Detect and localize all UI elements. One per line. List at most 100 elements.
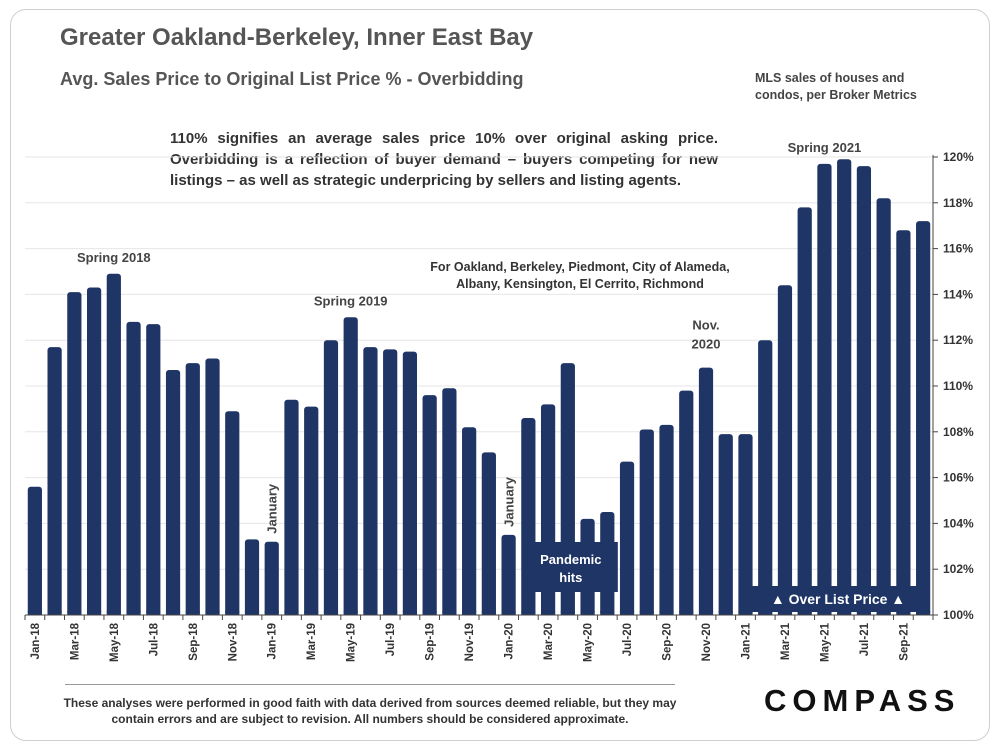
x-tick-label: Nov-18 — [227, 622, 239, 661]
bar-base — [817, 611, 832, 615]
bar-base — [698, 611, 714, 615]
bar-mar-21 — [777, 285, 793, 615]
bar-base — [185, 611, 200, 615]
footer-divider — [65, 684, 675, 685]
x-tick-label: Mar-18 — [69, 622, 81, 660]
x-tick-label: May-21 — [819, 622, 831, 662]
bar-base — [738, 611, 753, 615]
bar-base — [244, 611, 260, 615]
bar-base — [481, 611, 496, 615]
y-tick-label: 116% — [943, 242, 973, 256]
annotation-spring-2021: Spring 2021 — [788, 140, 862, 155]
bar-oct-21 — [916, 221, 931, 615]
bar-jul-20 — [619, 461, 635, 615]
bar-mar-19 — [304, 406, 319, 615]
bar-aug-18 — [165, 369, 181, 615]
bar-base — [501, 611, 516, 615]
x-tick-label: Jul-19 — [385, 623, 397, 656]
bar-base — [165, 611, 181, 615]
bar-base — [916, 611, 931, 615]
bar-base — [837, 611, 852, 615]
chart-title: Greater Oakland-Berkeley, Inner East Bay — [60, 24, 534, 51]
chart-subtitle: Avg. Sales Price to Original List Price … — [60, 69, 524, 89]
bar-jun-19 — [363, 347, 378, 615]
x-tick-label: Nov-19 — [464, 623, 476, 661]
x-tick-label: Jul-20 — [622, 623, 634, 656]
x-tick-label: Mar-20 — [543, 623, 555, 660]
bar-sep-20 — [659, 424, 674, 615]
bar-base — [462, 611, 477, 615]
bar-sep-18 — [185, 363, 200, 615]
y-tick-label: 112% — [943, 333, 973, 347]
pandemic-box — [523, 542, 618, 592]
bar-feb-19 — [284, 399, 299, 615]
bar-base — [600, 611, 615, 615]
bar-apr-19 — [323, 340, 339, 615]
x-tick-label: May-19 — [346, 623, 358, 662]
bar-jan-19 — [264, 541, 279, 615]
bar-base — [264, 611, 279, 615]
bar-base — [797, 611, 812, 615]
bar-jan-18 — [27, 486, 42, 615]
y-tick-label: 118% — [943, 196, 973, 210]
pandemic-label: Pandemic — [540, 552, 601, 567]
bar-base — [402, 611, 418, 615]
bar-base — [521, 611, 536, 615]
bar-jul-18 — [146, 324, 161, 615]
bar-base — [758, 611, 773, 615]
over-list-price-label: ▲ Over List Price ▲ — [771, 591, 905, 607]
bar-base — [225, 611, 240, 615]
bar-base — [718, 611, 733, 615]
x-tick-label: Sep-20 — [662, 623, 674, 661]
bar-base — [47, 611, 62, 615]
y-tick-label: 106% — [943, 471, 974, 485]
bar-aug-19 — [402, 351, 418, 615]
bar-apr-18 — [86, 287, 102, 615]
bar-base — [679, 611, 694, 615]
bar-dec-19 — [481, 452, 496, 615]
source-note: MLS sales of houses and condos, per Brok… — [755, 71, 917, 102]
x-tick-label: Mar-19 — [306, 623, 318, 660]
bar-may-18 — [106, 273, 121, 615]
x-tick-label: May-20 — [583, 623, 595, 662]
x-tick-label: May-18 — [109, 622, 121, 662]
bar-mar-18 — [67, 292, 82, 615]
bar-aug-21 — [876, 198, 891, 615]
bar-base — [304, 611, 319, 615]
annotation-spring-2019: Spring 2019 — [314, 293, 388, 308]
bar-base — [67, 611, 82, 615]
bar-base — [540, 611, 556, 615]
annotation-january-2019: January — [265, 483, 280, 534]
bar-oct-20 — [679, 390, 694, 615]
bar-jul-21 — [856, 166, 872, 615]
bar-base — [343, 611, 358, 615]
bar-apr-21 — [797, 207, 812, 615]
x-tick-label: Jul-18 — [148, 622, 160, 656]
bar-may-21 — [817, 163, 832, 615]
compass-logo: COMPASS — [764, 683, 961, 718]
bar-base — [639, 611, 654, 615]
bar-base — [205, 611, 220, 615]
bar-base — [27, 611, 42, 615]
bar-feb-21 — [758, 340, 773, 615]
bar-base — [106, 611, 121, 615]
bar-base — [442, 611, 457, 615]
annotation-january-2020: January — [502, 476, 517, 527]
y-tick-label: 104% — [943, 516, 974, 530]
x-tick-label: Sep-18 — [188, 622, 200, 660]
bar-base — [383, 611, 398, 615]
y-tick-label: 120% — [943, 150, 974, 164]
bar-base — [856, 611, 872, 615]
bar-jun-18 — [126, 321, 141, 615]
bar-sep-19 — [422, 395, 437, 615]
bar-base — [580, 611, 595, 615]
annotation-nov-2020: 2020 — [692, 337, 721, 352]
bar-base — [619, 611, 635, 615]
y-tick-label: 114% — [943, 287, 973, 301]
bar-oct-19 — [442, 388, 457, 615]
description-text: 110% signifies an average sales price 10… — [170, 130, 718, 189]
y-tick-label: 110% — [943, 379, 973, 393]
x-tick-label: Sep-19 — [425, 623, 437, 661]
bar-aug-20 — [639, 429, 654, 615]
